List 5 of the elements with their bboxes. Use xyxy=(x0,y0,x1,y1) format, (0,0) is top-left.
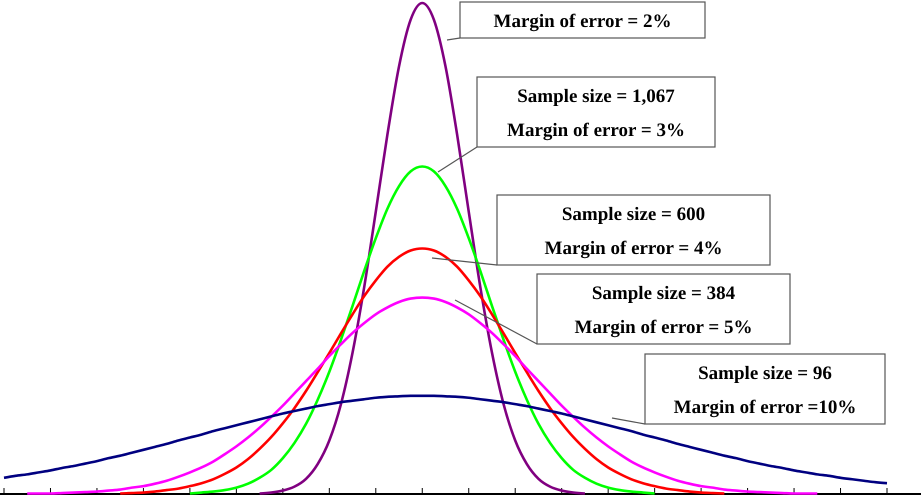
annotation: Sample size = 1,067 Margin of error = 3% xyxy=(507,86,685,141)
annotation: Margin of error = 2% xyxy=(494,11,672,32)
annotation: Sample size = 384 Margin of error = 5% xyxy=(574,283,752,338)
annotation: Sample size = 96 Margin of error =10% xyxy=(674,363,856,418)
annotation: Sample size = 600 Margin of error = 4% xyxy=(544,204,722,259)
